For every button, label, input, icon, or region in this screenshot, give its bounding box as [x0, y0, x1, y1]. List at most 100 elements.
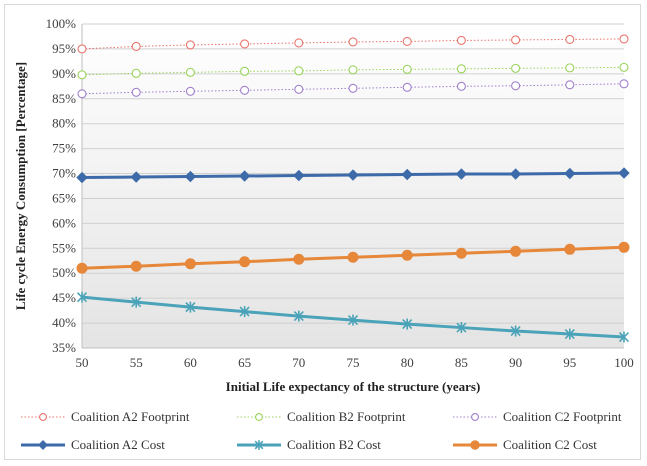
data-point [564, 167, 576, 180]
data-point [455, 168, 468, 180]
data-point [239, 256, 251, 268]
x-tick-label: 85 [455, 355, 468, 370]
y-tick-label: 90% [52, 66, 76, 81]
data-point [456, 322, 467, 334]
y-axis-ticks: 35% 40% 45% 50% 55% 60% 65% 70% 75% 80% 85% 90% 95% 1… [46, 16, 77, 355]
x-tick-label: 90 [509, 355, 522, 370]
legend-item: Coalition A2 Footprint [21, 409, 190, 424]
legend-label: Coalition C2 Cost [503, 437, 597, 452]
data-point [618, 241, 630, 253]
legend-item: Coalition C2 Cost [453, 437, 597, 452]
legend-item: Coalition C2 Footprint [453, 409, 622, 424]
data-point [238, 170, 251, 182]
legend-item: Coalition B2 Footprint [237, 409, 406, 424]
data-point [619, 34, 629, 44]
data-point [348, 37, 358, 47]
x-tick-label: 55 [130, 355, 143, 370]
data-point [77, 89, 87, 99]
data-point [255, 413, 263, 421]
x-tick-label: 50 [76, 355, 89, 370]
data-point [185, 301, 196, 313]
data-point [511, 81, 521, 91]
data-point [76, 291, 88, 303]
data-point [564, 243, 576, 255]
data-point [294, 84, 304, 94]
data-point [240, 39, 250, 49]
data-point [401, 249, 413, 261]
data-point [130, 260, 142, 272]
x-tick-label: 60 [184, 355, 197, 370]
y-tick-label: 80% [52, 116, 76, 131]
y-tick-label: 75% [52, 141, 76, 156]
series-coalition-c2-cost [76, 241, 630, 274]
data-point [77, 44, 87, 54]
data-point [293, 253, 305, 265]
data-point [348, 65, 358, 75]
data-point [455, 247, 467, 259]
legend-label: Coalition B2 Cost [287, 437, 381, 452]
legend: Coalition A2 Footprint Coalition B2 Footp… [21, 409, 622, 452]
data-point [184, 258, 196, 270]
series-coalition-a2-cost [76, 167, 630, 184]
x-tick-label: 70 [292, 355, 305, 370]
data-point [76, 171, 88, 184]
series-line [81, 66, 625, 76]
data-point [38, 440, 48, 450]
data-point [510, 245, 522, 257]
data-point [402, 64, 412, 74]
data-point [76, 262, 88, 274]
legend-label: Coalition A2 Cost [71, 437, 165, 452]
data-point [293, 169, 305, 182]
data-point [240, 66, 250, 76]
legend-item: Coalition A2 Cost [21, 437, 165, 452]
y-tick-label: 55% [52, 240, 76, 255]
series-coalition-b2-footprint [77, 62, 629, 80]
data-point [130, 171, 142, 183]
data-point [564, 328, 575, 340]
data-point [511, 35, 521, 45]
data-point [131, 41, 141, 51]
y-axis-title: Life cycle Energy Consumption [Percentag… [13, 62, 28, 310]
data-point [347, 169, 359, 181]
x-tick-label: 95 [563, 355, 576, 370]
data-point [348, 83, 358, 93]
y-tick-label: 60% [52, 215, 76, 230]
data-point [565, 63, 575, 73]
data-point [402, 82, 412, 92]
data-point [254, 440, 264, 450]
legend-item: Coalition B2 Cost [237, 437, 381, 452]
data-point [402, 36, 412, 46]
data-point [456, 35, 466, 45]
y-tick-label: 50% [52, 265, 76, 280]
x-tick-label: 100 [614, 355, 634, 370]
series-line [81, 38, 625, 50]
x-tick-label: 65 [238, 355, 251, 370]
data-point [618, 167, 630, 179]
y-tick-label: 45% [52, 290, 76, 305]
series-line [81, 83, 625, 95]
legend-label: Coalition A2 Footprint [71, 409, 190, 424]
y-tick-label: 85% [52, 91, 76, 106]
data-point [402, 318, 413, 330]
series-group [76, 34, 630, 343]
data-point [347, 314, 359, 326]
data-point [456, 81, 466, 91]
y-tick-label: 95% [52, 41, 76, 56]
data-point [619, 79, 629, 89]
data-point [185, 86, 195, 96]
data-point [456, 64, 466, 74]
data-point [240, 85, 250, 95]
series-coalition-b2-cost [76, 291, 630, 343]
y-tick-label: 100% [46, 16, 77, 31]
plot-area [82, 24, 624, 348]
x-tick-label: 75 [347, 355, 360, 370]
data-point [471, 413, 479, 421]
y-tick-label: 35% [52, 340, 76, 355]
data-point [131, 68, 141, 78]
gridlines [81, 23, 624, 349]
data-point [470, 440, 480, 450]
data-point [184, 170, 197, 183]
legend-label: Coalition C2 Footprint [503, 409, 622, 424]
data-point [39, 413, 47, 421]
data-point [131, 296, 142, 308]
